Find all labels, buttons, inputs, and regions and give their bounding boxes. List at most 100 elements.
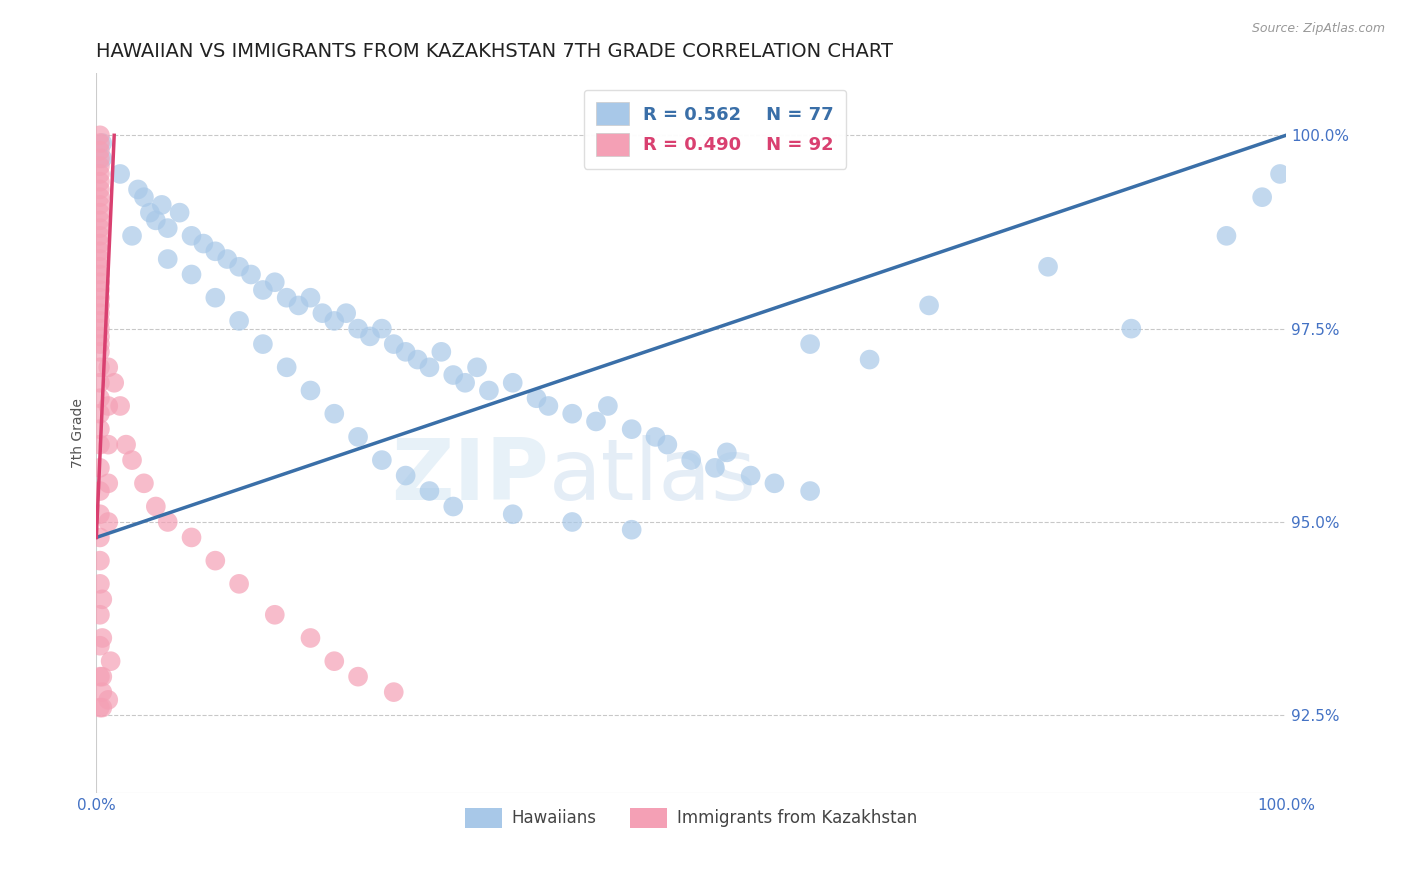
Point bbox=[145, 500, 167, 514]
Point bbox=[89, 531, 111, 545]
Point bbox=[89, 244, 111, 259]
Point bbox=[115, 437, 138, 451]
Point bbox=[89, 437, 111, 451]
Point bbox=[89, 136, 111, 150]
Point bbox=[150, 198, 173, 212]
Point bbox=[287, 298, 309, 312]
Point bbox=[1215, 228, 1237, 243]
Point bbox=[799, 337, 821, 351]
Point bbox=[763, 476, 786, 491]
Point bbox=[97, 693, 120, 707]
Point bbox=[89, 213, 111, 227]
Point bbox=[228, 314, 250, 328]
Point bbox=[180, 531, 202, 545]
Point bbox=[441, 368, 464, 382]
Point bbox=[89, 175, 111, 189]
Point bbox=[441, 500, 464, 514]
Point bbox=[395, 344, 418, 359]
Point bbox=[204, 554, 226, 568]
Point bbox=[204, 291, 226, 305]
Y-axis label: 7th Grade: 7th Grade bbox=[72, 398, 86, 468]
Point bbox=[276, 360, 298, 375]
Point bbox=[89, 298, 111, 312]
Point bbox=[97, 360, 120, 375]
Point bbox=[1121, 321, 1143, 335]
Point bbox=[91, 136, 114, 150]
Text: HAWAIIAN VS IMMIGRANTS FROM KAZAKHSTAN 7TH GRADE CORRELATION CHART: HAWAIIAN VS IMMIGRANTS FROM KAZAKHSTAN 7… bbox=[97, 42, 893, 61]
Point bbox=[89, 391, 111, 405]
Point bbox=[91, 685, 114, 699]
Point bbox=[89, 190, 111, 204]
Point bbox=[127, 182, 149, 196]
Point bbox=[89, 670, 111, 684]
Point bbox=[323, 314, 346, 328]
Point bbox=[89, 283, 111, 297]
Text: Source: ZipAtlas.com: Source: ZipAtlas.com bbox=[1251, 22, 1385, 36]
Point bbox=[323, 654, 346, 668]
Point bbox=[299, 384, 322, 398]
Point bbox=[89, 422, 111, 436]
Point bbox=[382, 685, 405, 699]
Point bbox=[799, 483, 821, 498]
Point bbox=[103, 376, 125, 390]
Point bbox=[91, 592, 114, 607]
Point bbox=[217, 252, 239, 266]
Point bbox=[89, 291, 111, 305]
Point bbox=[89, 144, 111, 158]
Point bbox=[263, 607, 285, 622]
Point bbox=[89, 268, 111, 282]
Point bbox=[89, 228, 111, 243]
Point bbox=[1251, 190, 1274, 204]
Point bbox=[97, 437, 120, 451]
Point bbox=[91, 631, 114, 645]
Point bbox=[263, 275, 285, 289]
Point bbox=[657, 437, 679, 451]
Point bbox=[121, 228, 143, 243]
Point bbox=[89, 260, 111, 274]
Point bbox=[740, 468, 762, 483]
Point bbox=[156, 221, 179, 235]
Point bbox=[681, 453, 703, 467]
Point bbox=[252, 337, 274, 351]
Point bbox=[276, 291, 298, 305]
Point bbox=[89, 314, 111, 328]
Point bbox=[100, 654, 122, 668]
Point bbox=[89, 337, 111, 351]
Point bbox=[91, 700, 114, 714]
Point bbox=[502, 376, 524, 390]
Point bbox=[620, 422, 643, 436]
Point bbox=[156, 252, 179, 266]
Point bbox=[89, 321, 111, 335]
Point bbox=[89, 182, 111, 196]
Point bbox=[430, 344, 453, 359]
Point bbox=[644, 430, 666, 444]
Point bbox=[97, 399, 120, 413]
Point bbox=[91, 670, 114, 684]
Legend: Hawaiians, Immigrants from Kazakhstan: Hawaiians, Immigrants from Kazakhstan bbox=[458, 801, 924, 835]
Point bbox=[323, 407, 346, 421]
Point bbox=[89, 407, 111, 421]
Point bbox=[89, 205, 111, 219]
Point bbox=[716, 445, 738, 459]
Point bbox=[454, 376, 477, 390]
Point bbox=[108, 167, 131, 181]
Point bbox=[89, 252, 111, 266]
Point bbox=[252, 283, 274, 297]
Text: ZIP: ZIP bbox=[391, 434, 548, 517]
Point bbox=[596, 399, 619, 413]
Point bbox=[108, 399, 131, 413]
Point bbox=[918, 298, 941, 312]
Point bbox=[359, 329, 381, 343]
Point bbox=[537, 399, 560, 413]
Point bbox=[89, 236, 111, 251]
Point bbox=[121, 453, 143, 467]
Point bbox=[89, 639, 111, 653]
Point bbox=[180, 228, 202, 243]
Point bbox=[180, 268, 202, 282]
Point bbox=[89, 198, 111, 212]
Point bbox=[204, 244, 226, 259]
Point bbox=[585, 414, 607, 428]
Point bbox=[311, 306, 333, 320]
Point bbox=[620, 523, 643, 537]
Point bbox=[97, 515, 120, 529]
